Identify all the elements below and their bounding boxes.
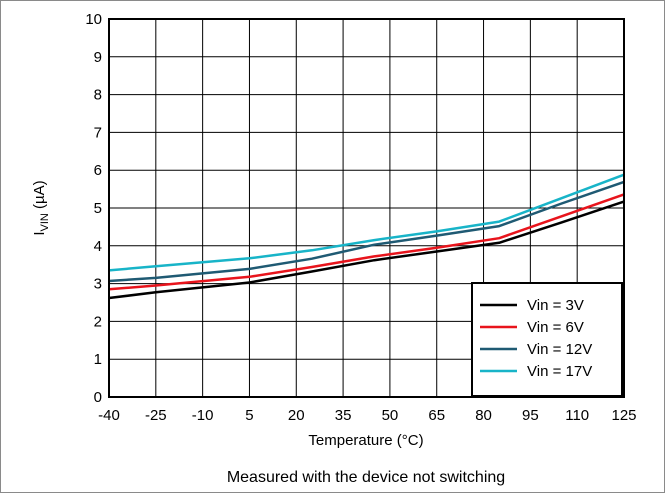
series-line-2 <box>108 193 625 291</box>
plot-border <box>108 18 625 398</box>
series-line-4 <box>108 173 625 272</box>
y-tick-label: 7 <box>94 124 102 141</box>
x-tick-label: 65 <box>428 407 445 424</box>
x-tick-label: 80 <box>475 407 492 424</box>
legend-label-1: Vin = 3V <box>527 297 584 314</box>
x-axis-title: Temperature (°C) <box>308 432 423 449</box>
legend: Vin = 3V Vin = 6V Vin = 12V Vin = 17V <box>471 282 623 397</box>
y-tick-label: 0 <box>94 389 102 406</box>
x-tick-label: 20 <box>288 407 305 424</box>
x-tick-label: 125 <box>611 407 636 424</box>
y-tick-label: 5 <box>94 200 102 217</box>
y-tick-label: 9 <box>94 49 102 66</box>
y-tick-label: 4 <box>94 238 102 255</box>
series-line-1 <box>108 200 625 300</box>
y-tick-label: 8 <box>94 87 102 104</box>
x-tick-label: 95 <box>522 407 539 424</box>
x-tick-label: -40 <box>98 407 120 424</box>
x-tick-label: 110 <box>565 407 589 424</box>
y-tick-labels: 0 1 2 3 4 5 6 7 8 9 10 <box>85 11 102 406</box>
chart-caption: Measured with the device not switching <box>227 469 505 486</box>
x-tick-label: -25 <box>145 407 167 424</box>
legend-box <box>471 282 623 397</box>
y-tick-label: 2 <box>94 313 102 330</box>
x-tick-label: 50 <box>382 407 399 424</box>
y-tick-label: 6 <box>94 162 102 179</box>
y-axis-title-unit: (µA) <box>31 180 48 213</box>
x-tick-label: -10 <box>192 407 214 424</box>
x-tick-label: 35 <box>335 407 352 424</box>
legend-label-4: Vin = 17V <box>527 363 592 380</box>
y-axis-title-subscript: VIN <box>39 213 51 231</box>
y-axis-title: IVIN (µA) <box>31 180 51 235</box>
x-tick-label: 5 <box>245 407 253 424</box>
series-lines <box>108 173 625 300</box>
series-line-3 <box>108 180 625 283</box>
y-axis-title-main: I <box>31 231 48 235</box>
legend-label-3: Vin = 12V <box>527 341 592 358</box>
y-tick-label: 1 <box>94 351 102 368</box>
y-tick-label: 3 <box>94 276 102 293</box>
y-tick-label: 10 <box>85 11 102 28</box>
x-tick-labels: -40 -25 -10 5 20 35 50 65 80 95 110 125 <box>98 407 636 424</box>
legend-label-2: Vin = 6V <box>527 319 584 336</box>
